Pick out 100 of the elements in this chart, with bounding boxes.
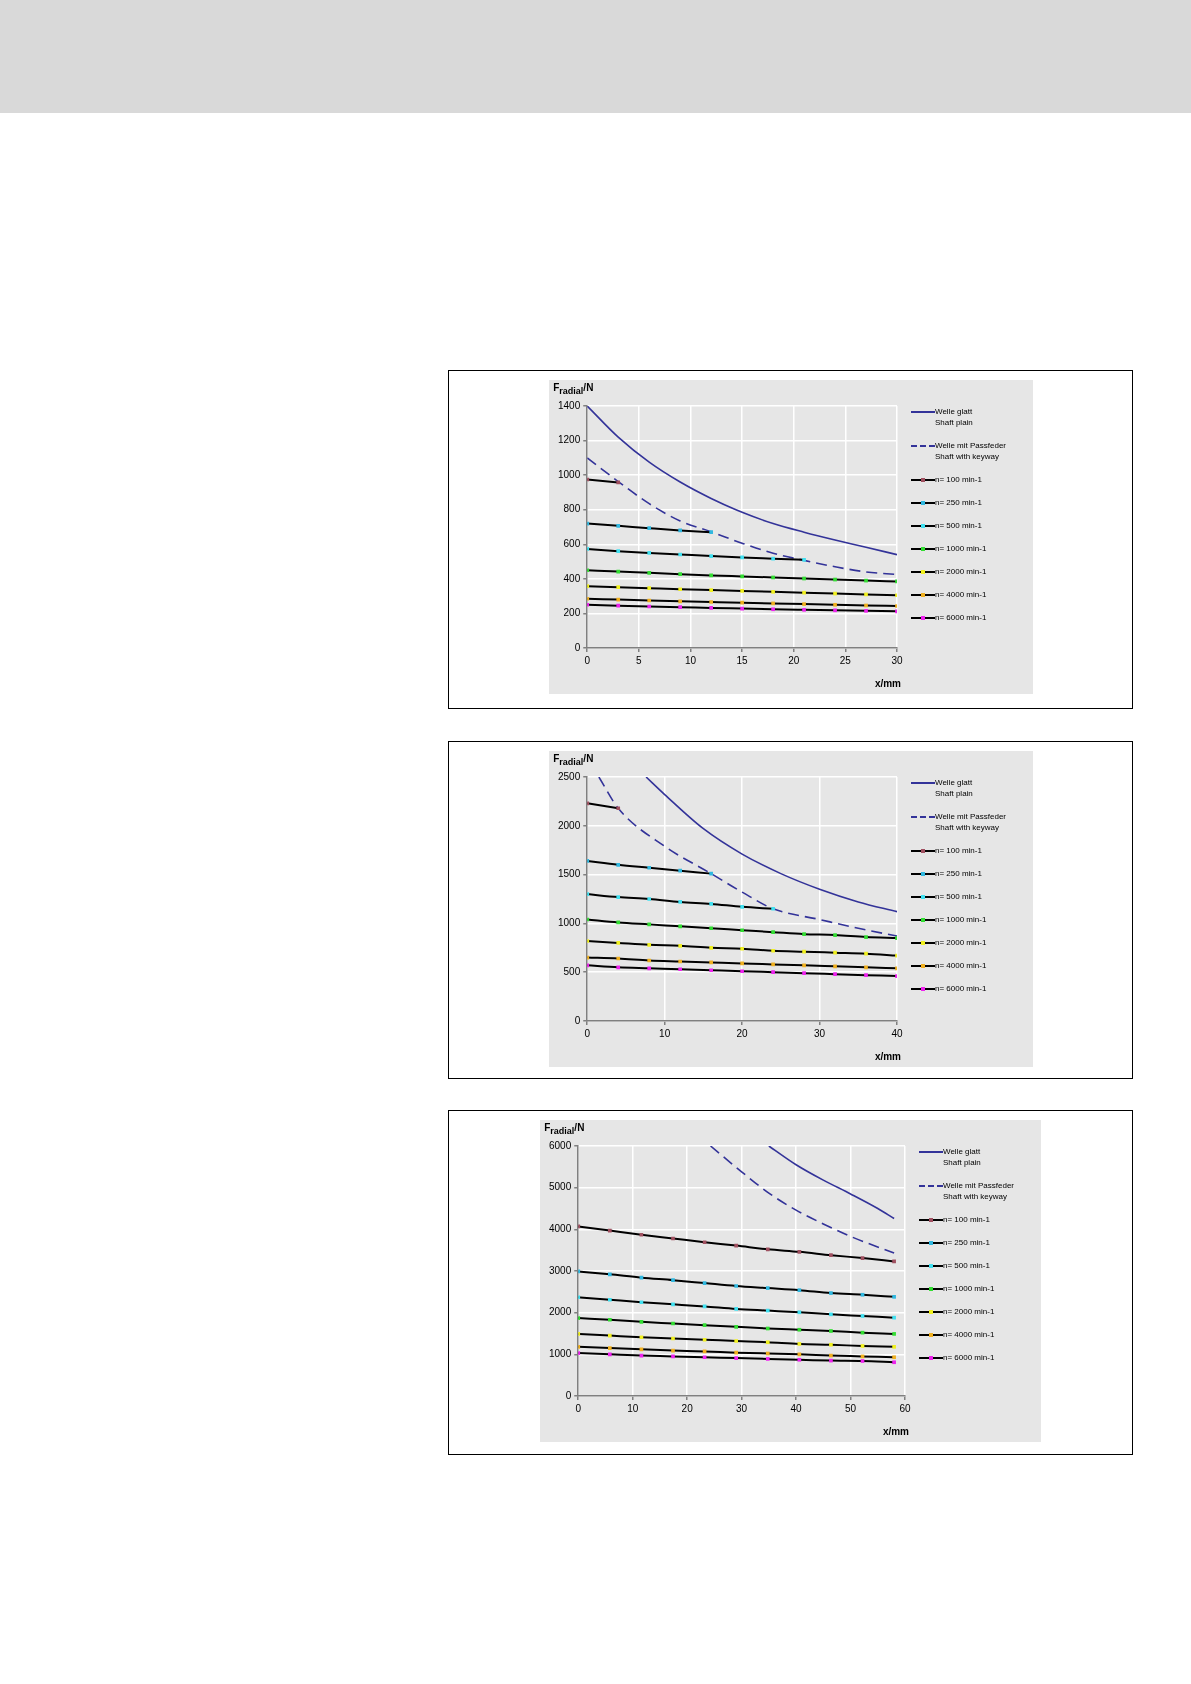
point	[892, 1345, 896, 1349]
point	[647, 570, 652, 575]
legend-label: n= 1000 min-1	[935, 914, 987, 925]
legend-label: n= 100 min-1	[935, 474, 982, 485]
legend-label: Welle mit Passfeder Shaft with keyway	[935, 811, 1006, 833]
point	[709, 554, 713, 558]
x-tick-label: 40	[891, 1027, 903, 1039]
legend-label: n= 4000 min-1	[935, 960, 987, 971]
x-tick-label: 20	[788, 654, 800, 666]
y-tick-label: 0	[565, 1389, 572, 1401]
point	[892, 1315, 896, 1320]
point	[678, 572, 683, 577]
point	[647, 897, 652, 901]
y-tick-label: 200	[563, 607, 581, 619]
y-tick-label: 500	[563, 965, 581, 977]
point	[892, 1294, 896, 1299]
legend-label: n= 2000 min-1	[935, 937, 987, 948]
point	[829, 1329, 833, 1333]
legend-label: n= 4000 min-1	[935, 589, 987, 600]
point	[802, 971, 806, 976]
point	[802, 607, 806, 612]
x-axis-title: x/mm	[882, 1426, 909, 1437]
point	[765, 1286, 770, 1290]
point	[709, 902, 713, 906]
x-axis-title: x/mm	[874, 1051, 901, 1062]
point	[892, 1332, 896, 1336]
point	[740, 904, 744, 909]
point	[740, 946, 744, 951]
x-tick-label: 40	[790, 1402, 803, 1414]
y-axis-title: F$_{radial}$/N	[553, 382, 594, 396]
point	[740, 928, 744, 933]
point	[829, 1253, 833, 1258]
point	[607, 1352, 612, 1357]
x-tick-label: 5	[636, 654, 643, 666]
y-tick-label: 5000	[549, 1181, 572, 1193]
point	[771, 607, 775, 612]
point	[829, 1342, 833, 1347]
point	[709, 530, 713, 535]
y-tick-label: 600	[563, 538, 581, 550]
legend-label: n= 500 min-1	[935, 891, 982, 902]
point	[802, 590, 806, 595]
point	[833, 608, 837, 613]
line-series	[645, 777, 897, 913]
legend-label: n= 1000 min-1	[943, 1283, 995, 1294]
point	[671, 1278, 675, 1283]
point	[740, 600, 744, 605]
y-tick-label: 800	[563, 503, 581, 515]
legend-label: n= 2000 min-1	[935, 566, 987, 577]
y-tick-label: 2000	[558, 819, 581, 831]
y-tick-label: 0	[574, 1014, 581, 1026]
point	[771, 906, 775, 911]
y-tick-label: 1500	[558, 868, 581, 880]
legend-label: Welle mit Passfeder Shaft with keyway	[943, 1180, 1014, 1202]
point	[616, 895, 621, 899]
point	[802, 932, 806, 936]
legend-label: Welle glatt Shaft plain	[935, 406, 973, 428]
point	[864, 609, 868, 613]
legend-label: n= 250 min-1	[935, 868, 982, 879]
point	[616, 549, 621, 554]
point	[864, 973, 868, 977]
x-tick-label: 30	[814, 1027, 826, 1039]
point	[616, 806, 621, 811]
x-tick-label: 10	[627, 1402, 639, 1414]
point	[833, 933, 837, 937]
point	[678, 605, 683, 610]
point	[802, 602, 806, 606]
legend-label: n= 500 min-1	[935, 520, 982, 531]
point	[616, 585, 621, 589]
point	[864, 965, 868, 970]
point	[740, 589, 744, 593]
legend-label: n= 2000 min-1	[943, 1306, 995, 1317]
x-tick-label: 0	[584, 654, 591, 666]
y-tick-label: 2000	[549, 1306, 572, 1318]
point	[678, 599, 683, 604]
point	[740, 969, 744, 974]
point	[616, 523, 621, 528]
point	[709, 606, 713, 610]
legend-label: n= 1000 min-1	[935, 543, 987, 554]
y-tick-label: 1000	[558, 468, 581, 480]
point	[607, 1297, 612, 1302]
x-tick-label: 30	[736, 1402, 748, 1414]
legend-label: n= 250 min-1	[943, 1237, 990, 1248]
point	[771, 930, 775, 935]
x-tick-label: 20	[736, 1027, 749, 1039]
legend-label: Welle glatt Shaft plain	[943, 1146, 981, 1168]
point	[647, 966, 652, 971]
point	[765, 1247, 770, 1252]
point	[709, 968, 713, 973]
y-tick-label: 2500	[558, 770, 581, 782]
point	[709, 588, 713, 592]
point	[765, 1357, 770, 1361]
legend-label: n= 6000 min-1	[935, 612, 987, 623]
point	[829, 1291, 833, 1295]
point	[671, 1302, 675, 1307]
y-tick-label: 1000	[558, 917, 581, 929]
point	[802, 558, 806, 562]
point	[709, 945, 713, 950]
point	[829, 1312, 833, 1317]
legend-label: n= 100 min-1	[943, 1214, 990, 1225]
point	[833, 950, 837, 955]
